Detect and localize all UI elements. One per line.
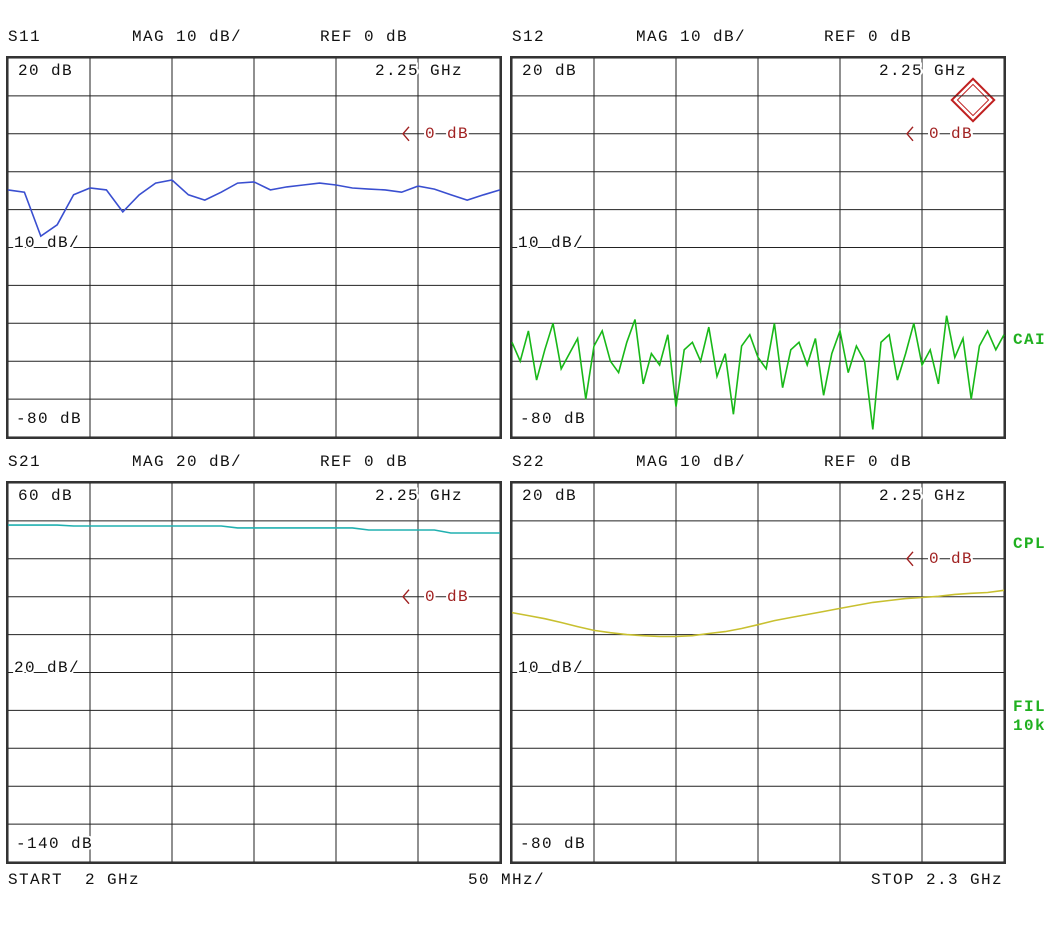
trace: [7, 179, 501, 238]
format-label: MAG 10 dB/: [132, 28, 242, 46]
trace-name: S21: [8, 453, 41, 471]
top-label: 20 dB: [522, 62, 577, 80]
marker-label: 2.25 GHz: [879, 62, 967, 80]
reference-label: REF 0 dB: [320, 28, 408, 46]
bottom-label: -80 dB: [520, 835, 586, 853]
panel-frame: [6, 481, 502, 864]
format-label: MAG 10 dB/: [636, 453, 746, 471]
side-label: 10k: [1013, 717, 1046, 735]
rs-logo: [950, 77, 996, 123]
scale-label: 10 dB/: [518, 659, 584, 677]
ref-label: 0 dB: [929, 125, 973, 143]
ref-arrow: [906, 126, 914, 142]
ref-label: 0 dB: [929, 550, 973, 568]
scale-label: 10 dB/: [518, 234, 584, 252]
ref-arrow: [402, 589, 410, 605]
ref-arrow: [402, 126, 410, 142]
scale-label: 10 dB/: [14, 234, 80, 252]
marker-label: 2.25 GHz: [879, 487, 967, 505]
top-label: 60 dB: [18, 487, 73, 505]
start-label: START 2 GHz: [8, 871, 140, 889]
trace: [8, 524, 500, 534]
format-label: MAG 10 dB/: [636, 28, 746, 46]
side-label: FIL: [1013, 698, 1046, 716]
trace: [511, 315, 1005, 430]
bottom-label: -80 dB: [16, 410, 82, 428]
scale-label: 20 dB/: [14, 659, 80, 677]
trace-name: S11: [8, 28, 41, 46]
bottom-label: -140 dB: [16, 835, 93, 853]
panel-frame: [510, 56, 1006, 439]
bottom-label: -80 dB: [520, 410, 586, 428]
format-label: MAG 20 dB/: [132, 453, 242, 471]
ref-label: 0 dB: [425, 588, 469, 606]
top-label: 20 dB: [18, 62, 73, 80]
top-label: 20 dB: [522, 487, 577, 505]
side-label: CAI: [1013, 331, 1046, 349]
side-label: CPL: [1013, 535, 1046, 553]
trace: [511, 589, 1005, 638]
ref-arrow: [906, 551, 914, 567]
reference-label: REF 0 dB: [320, 453, 408, 471]
marker-label: 2.25 GHz: [375, 487, 463, 505]
ref-label: 0 dB: [425, 125, 469, 143]
trace-name: S12: [512, 28, 545, 46]
panel-frame: [6, 56, 502, 439]
reference-label: REF 0 dB: [824, 28, 912, 46]
span-label: 50 MHz/: [468, 871, 545, 889]
marker-label: 2.25 GHz: [375, 62, 463, 80]
panel-frame: [510, 481, 1006, 864]
stop-label: STOP 2.3 GHz: [871, 871, 1003, 889]
trace-name: S22: [512, 453, 545, 471]
reference-label: REF 0 dB: [824, 453, 912, 471]
